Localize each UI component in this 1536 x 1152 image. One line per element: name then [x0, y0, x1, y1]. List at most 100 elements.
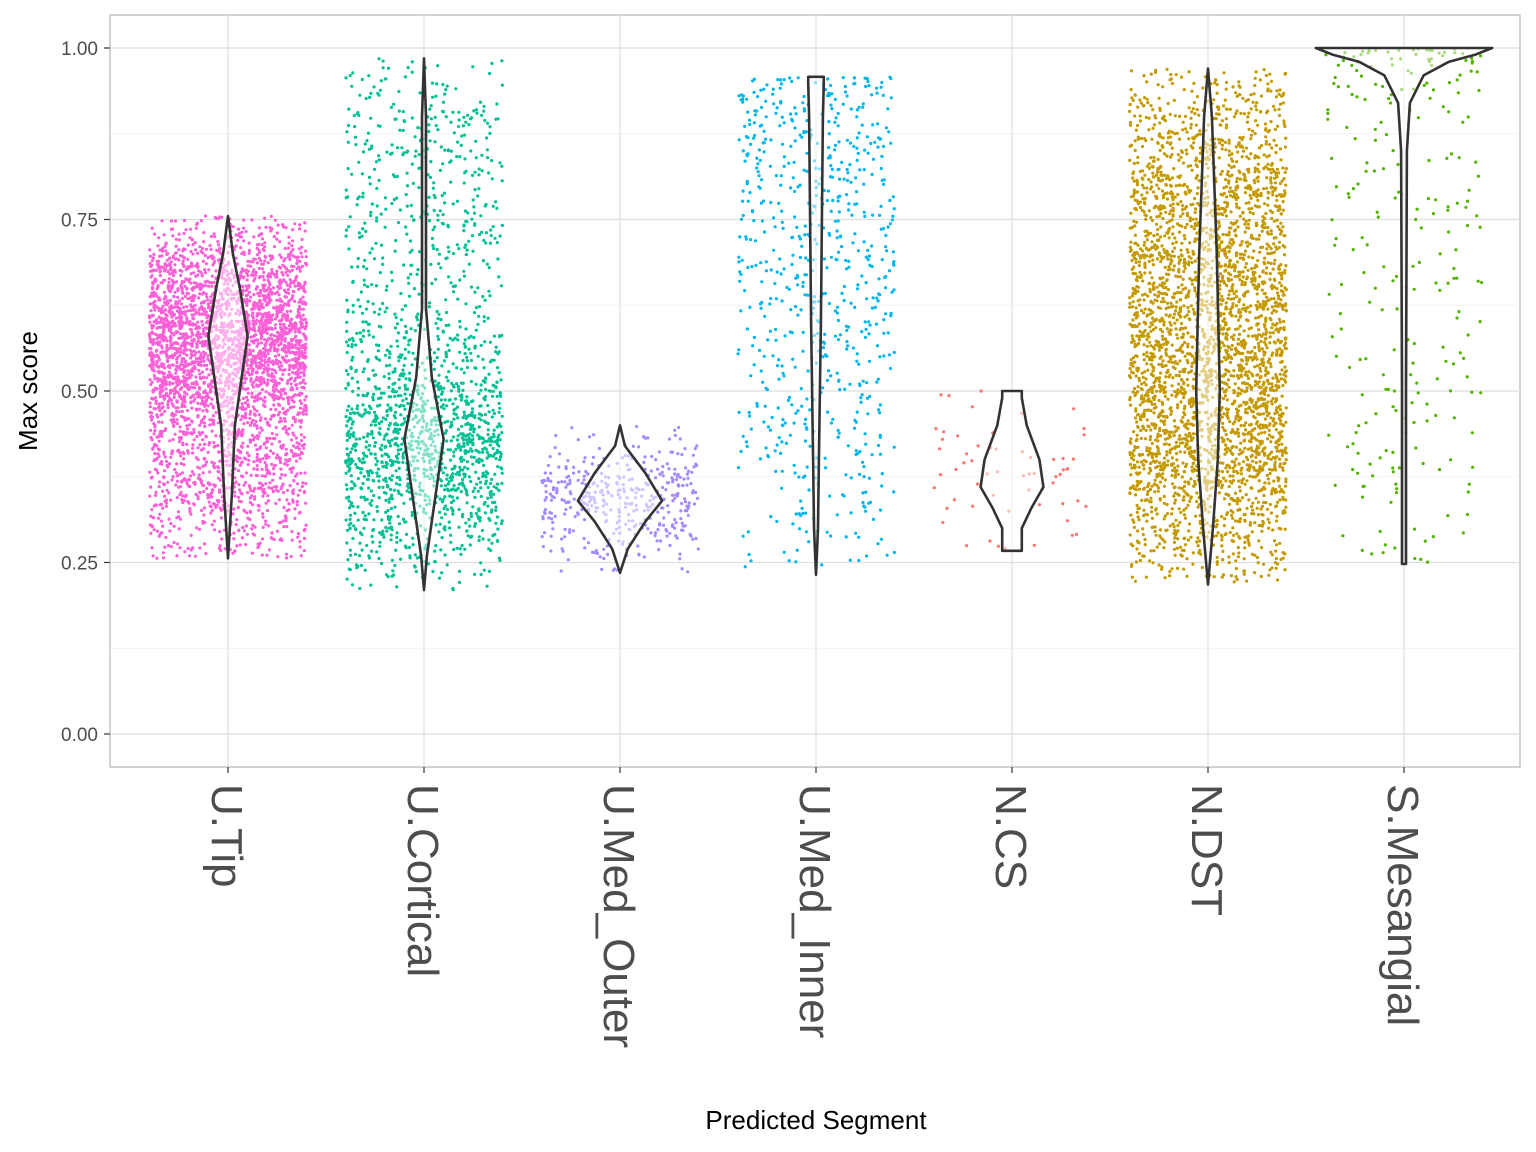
data-point — [205, 486, 209, 491]
data-point — [433, 549, 437, 553]
data-point — [263, 460, 267, 465]
data-point — [445, 507, 450, 512]
data-point — [269, 229, 273, 233]
data-point — [175, 554, 179, 558]
data-point — [255, 364, 259, 368]
data-point — [293, 507, 297, 511]
data-point — [497, 350, 501, 354]
data-point — [390, 270, 394, 274]
data-point — [410, 513, 414, 518]
data-point — [291, 248, 295, 252]
data-point — [485, 584, 489, 588]
data-point — [483, 340, 487, 344]
data-point — [148, 353, 152, 357]
data-point — [204, 398, 209, 402]
data-point — [163, 455, 167, 459]
data-point — [202, 329, 206, 333]
data-point — [244, 480, 248, 485]
data-point — [354, 448, 358, 452]
data-point — [277, 319, 281, 323]
data-point — [179, 454, 183, 458]
data-point — [199, 421, 203, 425]
data-point — [240, 252, 244, 256]
data-point — [251, 328, 255, 332]
data-point — [186, 449, 190, 453]
data-point — [157, 298, 161, 302]
data-point — [281, 263, 285, 267]
data-point — [200, 448, 204, 452]
data-point — [178, 254, 183, 258]
data-point — [205, 295, 209, 299]
data-point — [361, 320, 365, 324]
data-point — [389, 533, 393, 537]
data-point — [255, 383, 259, 387]
data-point — [157, 420, 161, 424]
data-point — [247, 458, 251, 462]
data-point — [196, 251, 200, 255]
data-point — [388, 363, 392, 367]
data-point — [188, 507, 192, 511]
data-point — [266, 278, 270, 282]
data-point — [431, 243, 435, 248]
data-point — [162, 325, 166, 329]
data-point — [454, 413, 458, 417]
data-point — [278, 460, 282, 464]
data-point — [174, 237, 178, 241]
data-point — [246, 391, 250, 395]
data-point — [208, 423, 212, 427]
data-point — [456, 384, 460, 388]
data-point — [462, 229, 466, 233]
data-point — [169, 455, 173, 459]
data-point — [282, 278, 286, 282]
data-point — [198, 372, 202, 376]
data-point — [237, 528, 241, 532]
data-point — [157, 315, 161, 319]
data-point — [378, 271, 382, 275]
data-point — [356, 386, 361, 390]
data-point — [345, 433, 349, 437]
data-point — [288, 323, 292, 327]
data-point — [377, 485, 381, 489]
data-point — [249, 377, 253, 381]
data-point — [353, 135, 358, 139]
data-point — [373, 444, 377, 448]
data-point — [410, 214, 414, 218]
data-point — [257, 325, 261, 329]
data-point — [482, 109, 486, 113]
data-point — [166, 403, 170, 407]
data-point — [287, 402, 291, 406]
data-point — [464, 120, 468, 124]
data-point — [237, 482, 241, 487]
data-point — [162, 366, 167, 370]
data-point — [361, 329, 366, 333]
data-point — [296, 482, 300, 486]
data-point — [452, 499, 456, 503]
data-point — [287, 427, 291, 431]
data-point — [241, 525, 245, 530]
data-point — [500, 471, 504, 475]
data-point — [260, 232, 264, 236]
data-point — [449, 180, 453, 184]
data-point — [443, 466, 447, 470]
data-point — [428, 175, 432, 179]
data-point — [182, 375, 186, 379]
data-point — [250, 360, 254, 364]
data-point — [363, 514, 367, 518]
data-point — [304, 523, 308, 527]
data-point — [201, 284, 205, 288]
data-point — [452, 450, 456, 454]
data-point — [288, 285, 292, 289]
data-point — [182, 264, 186, 268]
data-point — [275, 485, 279, 489]
data-point — [156, 471, 160, 475]
data-point — [253, 525, 257, 529]
data-point — [395, 475, 399, 480]
data-point — [348, 411, 353, 416]
data-point — [183, 380, 187, 385]
data-point — [284, 519, 288, 523]
data-point — [472, 455, 476, 459]
data-point — [203, 424, 207, 429]
data-point — [283, 337, 287, 341]
data-point — [249, 264, 253, 268]
data-point — [484, 482, 488, 486]
